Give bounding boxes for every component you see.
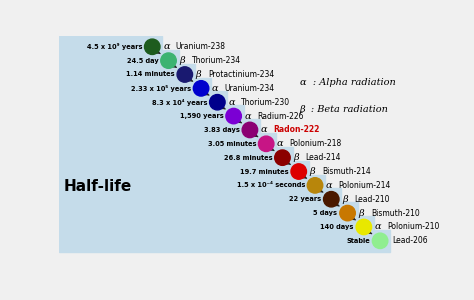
Text: Half-life: Half-life bbox=[64, 178, 132, 194]
Polygon shape bbox=[59, 36, 390, 252]
Text: 1,590 years: 1,590 years bbox=[180, 113, 224, 119]
Text: 8.3 x 10⁴ years: 8.3 x 10⁴ years bbox=[152, 99, 207, 106]
Text: β  : Beta radiation: β : Beta radiation bbox=[300, 105, 388, 114]
Text: Lead-206: Lead-206 bbox=[392, 236, 428, 245]
Circle shape bbox=[258, 136, 274, 152]
Text: Thorium-230: Thorium-230 bbox=[241, 98, 290, 107]
Text: Uranium-234: Uranium-234 bbox=[224, 84, 274, 93]
Text: 140 days: 140 days bbox=[320, 224, 354, 230]
Text: 24.5 day: 24.5 day bbox=[127, 58, 158, 64]
Text: Polonium-210: Polonium-210 bbox=[387, 223, 439, 232]
Text: 22 years: 22 years bbox=[289, 196, 321, 202]
Text: α: α bbox=[277, 139, 283, 148]
Circle shape bbox=[291, 164, 307, 179]
Text: Radon-222: Radon-222 bbox=[273, 125, 319, 134]
Text: Bismuth-210: Bismuth-210 bbox=[371, 208, 419, 217]
Text: β: β bbox=[179, 56, 185, 65]
Text: β: β bbox=[342, 195, 348, 204]
Text: β: β bbox=[196, 70, 201, 79]
Text: Lead-210: Lead-210 bbox=[355, 195, 390, 204]
Text: Radium-226: Radium-226 bbox=[257, 112, 303, 121]
Circle shape bbox=[307, 178, 323, 193]
Text: β: β bbox=[358, 208, 364, 217]
Circle shape bbox=[356, 219, 372, 235]
Text: Bismuth-214: Bismuth-214 bbox=[322, 167, 371, 176]
Text: α: α bbox=[163, 42, 170, 51]
Text: Lead-214: Lead-214 bbox=[306, 153, 341, 162]
Text: Protactinium-234: Protactinium-234 bbox=[208, 70, 274, 79]
Text: 2.33 x 10⁵ years: 2.33 x 10⁵ years bbox=[131, 85, 191, 92]
Circle shape bbox=[226, 108, 241, 124]
Text: α: α bbox=[326, 181, 332, 190]
Text: 26.8 minutes: 26.8 minutes bbox=[224, 155, 273, 161]
Text: 5 days: 5 days bbox=[313, 210, 337, 216]
Text: α: α bbox=[374, 223, 381, 232]
Text: 19.7 minutes: 19.7 minutes bbox=[240, 169, 289, 175]
Text: Stable: Stable bbox=[346, 238, 370, 244]
Text: Thorium-234: Thorium-234 bbox=[192, 56, 241, 65]
Text: 4.5 x 10⁹ years: 4.5 x 10⁹ years bbox=[87, 43, 142, 50]
Circle shape bbox=[324, 191, 339, 207]
Text: 3.83 days: 3.83 days bbox=[204, 127, 240, 133]
Circle shape bbox=[275, 150, 290, 165]
Text: β: β bbox=[293, 153, 299, 162]
Circle shape bbox=[177, 67, 192, 82]
Text: β: β bbox=[310, 167, 315, 176]
Text: Uranium-238: Uranium-238 bbox=[175, 42, 226, 51]
Text: 3.05 minutes: 3.05 minutes bbox=[208, 141, 256, 147]
Text: 1.14 minutes: 1.14 minutes bbox=[126, 71, 175, 77]
Text: α: α bbox=[245, 112, 251, 121]
Text: α  : Alpha radiation: α : Alpha radiation bbox=[300, 78, 395, 87]
Circle shape bbox=[210, 94, 225, 110]
Text: 1.5 x 10⁻⁴ seconds: 1.5 x 10⁻⁴ seconds bbox=[237, 182, 305, 188]
Text: Polonium-214: Polonium-214 bbox=[338, 181, 391, 190]
Circle shape bbox=[340, 206, 356, 221]
Text: α: α bbox=[261, 125, 267, 134]
Text: α: α bbox=[212, 84, 219, 93]
Circle shape bbox=[145, 39, 160, 55]
Text: α: α bbox=[228, 98, 235, 107]
Circle shape bbox=[161, 53, 176, 68]
Circle shape bbox=[193, 81, 209, 96]
Circle shape bbox=[373, 233, 388, 248]
Circle shape bbox=[242, 122, 258, 138]
Text: Polonium-218: Polonium-218 bbox=[290, 139, 342, 148]
